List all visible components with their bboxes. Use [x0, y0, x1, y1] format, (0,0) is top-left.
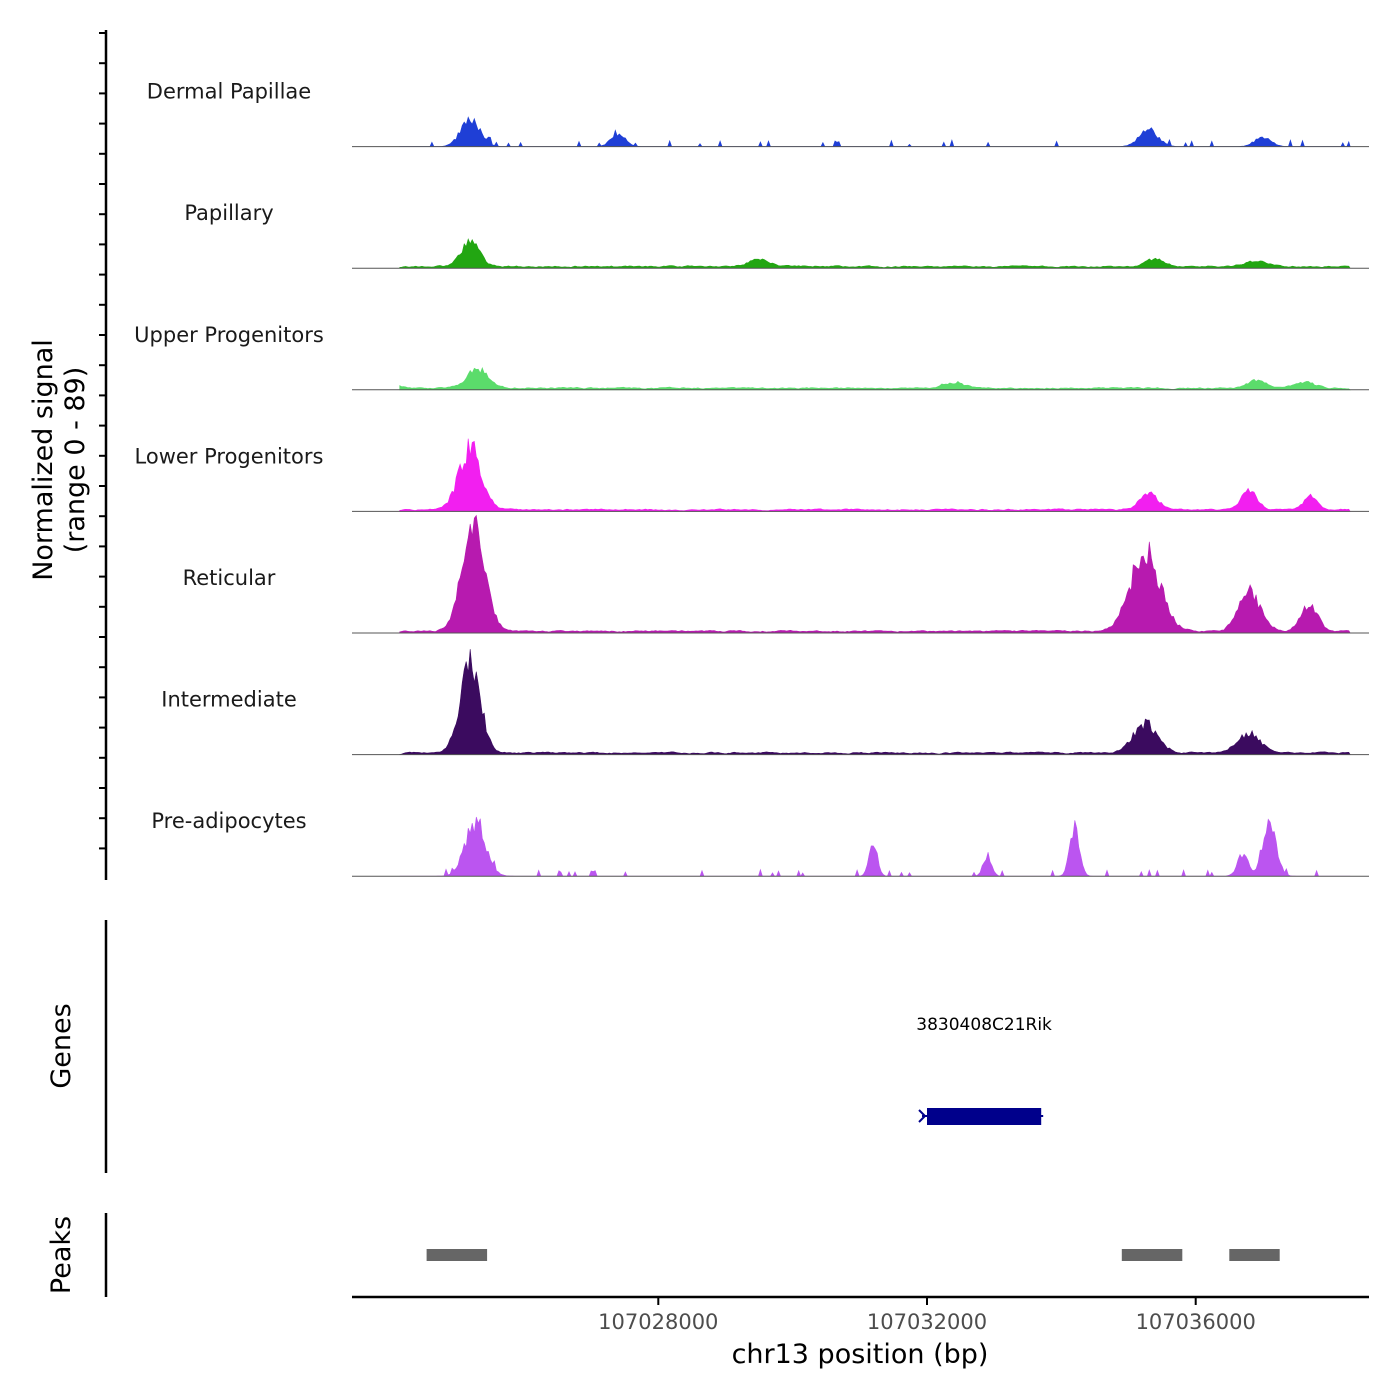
- track-intermediate: Intermediate: [161, 649, 1369, 756]
- track-label: Reticular: [183, 566, 276, 590]
- coverage-tracks: Dermal Papillae Papillary Upper Progenitor…: [134, 80, 1369, 877]
- coverage-y-ticks: [99, 32, 106, 850]
- peak-region: [426, 1249, 488, 1261]
- track-label: Pre-adipocytes: [151, 809, 306, 833]
- genes-track-title: Genes: [46, 1003, 77, 1088]
- track-label: Lower Progenitors: [135, 444, 324, 468]
- peak-region: [1229, 1249, 1280, 1261]
- x-tick-label: 107036000: [1136, 1310, 1256, 1334]
- peaks-track-title: Peaks: [46, 1216, 77, 1294]
- gene-exon: [927, 1108, 1042, 1125]
- coverage-area: [399, 514, 1351, 634]
- coverage-area: [399, 367, 1352, 391]
- track-pre-adipocytes: Pre-adipocytes: [151, 809, 1369, 877]
- coverage-area: [399, 438, 1351, 512]
- y-axis-title-line2: (range 0 - 89): [60, 367, 91, 554]
- coverage-area: [399, 116, 1351, 147]
- track-label: Dermal Papillae: [147, 80, 311, 104]
- gene-annotations: 3830408C21Rik: [916, 1015, 1052, 1125]
- track-label: Intermediate: [161, 688, 297, 712]
- track-label: Papillary: [184, 201, 273, 225]
- track-lower-progenitors: Lower Progenitors: [135, 438, 1369, 512]
- track-dermal-papillae: Dermal Papillae: [147, 80, 1369, 148]
- x-axis-title: chr13 position (bp): [732, 1339, 989, 1370]
- track-label: Upper Progenitors: [134, 323, 324, 347]
- coverage-area: [399, 649, 1351, 755]
- y-axis-title-line1: Normalized signal: [28, 339, 59, 581]
- track-upper-progenitors: Upper Progenitors: [134, 323, 1369, 391]
- x-tick-label: 107028000: [598, 1310, 718, 1334]
- gene-label: 3830408C21Rik: [916, 1015, 1052, 1035]
- peak-region: [1121, 1249, 1183, 1261]
- track-reticular: Reticular: [183, 514, 1369, 634]
- x-axis-ticks: 107028000 107032000 107036000: [598, 1297, 1256, 1334]
- track-papillary: Papillary: [184, 201, 1369, 269]
- coverage-area: [399, 816, 1351, 877]
- coverage-area: [399, 238, 1351, 269]
- strand-arrow: [918, 1109, 927, 1123]
- peak-regions: [426, 1249, 1280, 1261]
- x-tick-label: 107032000: [867, 1310, 987, 1334]
